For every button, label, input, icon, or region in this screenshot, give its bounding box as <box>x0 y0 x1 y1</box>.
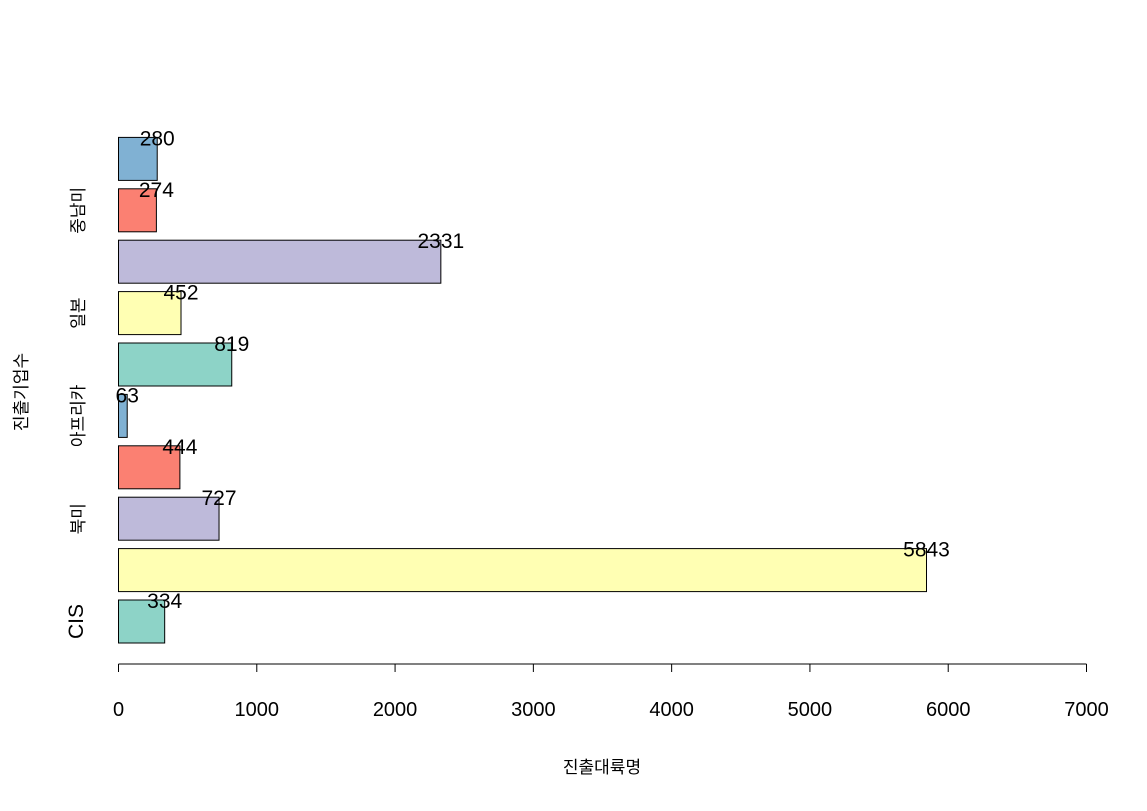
y-category-label: CIS <box>65 604 88 639</box>
x-tick-label: 0 <box>113 699 124 721</box>
data-label: 334 <box>147 590 182 613</box>
data-labels-group: 334 5843 727 444 63 819 452 2331 274 280 <box>116 127 950 613</box>
x-tick-label: 7000 <box>1064 699 1109 721</box>
bar <box>118 393 128 438</box>
y-category-label: 아프리카 <box>69 384 89 447</box>
y-category-label: 북미 <box>69 503 89 534</box>
data-label: 2331 <box>417 230 464 253</box>
x-tick-label: 6000 <box>926 699 971 721</box>
bar <box>118 548 928 593</box>
x-tick-label: 2000 <box>373 699 418 721</box>
x-axis: 0 1000 2000 3000 4000 5000 6000 7000 <box>113 663 1109 721</box>
y-axis-title: 진출기업수 <box>12 353 32 431</box>
data-label: 280 <box>140 127 175 150</box>
data-label: 5843 <box>903 539 950 562</box>
data-label: 63 <box>116 384 139 407</box>
bar <box>118 239 442 284</box>
bar <box>118 445 181 490</box>
data-label: 274 <box>139 179 174 202</box>
y-category-label: 일본 <box>69 297 89 328</box>
bar <box>118 188 157 233</box>
data-label: 444 <box>162 436 197 459</box>
x-tick-label: 5000 <box>788 699 833 721</box>
x-tick-label: 1000 <box>235 699 280 721</box>
x-axis-title: 진출대륙명 <box>563 758 641 778</box>
x-tick-label: 4000 <box>649 699 694 721</box>
bar <box>118 291 182 336</box>
y-category-label: 중남미 <box>69 187 89 234</box>
data-label: 819 <box>214 333 249 356</box>
bar <box>118 136 158 181</box>
data-label: 727 <box>202 487 237 510</box>
y-category-labels: CIS 북미 아프리카 일본 중남미 <box>65 187 89 639</box>
x-tick-label: 3000 <box>511 699 556 721</box>
bar <box>118 496 220 541</box>
data-label: 452 <box>163 282 198 305</box>
bar <box>118 342 233 387</box>
bar <box>118 599 166 644</box>
bars-group <box>118 136 928 644</box>
